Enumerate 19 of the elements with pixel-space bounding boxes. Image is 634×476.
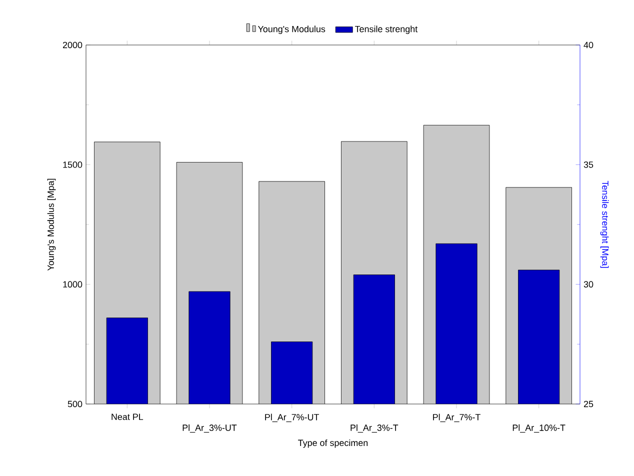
x-tick-label: Pl_Ar_7%-UT	[265, 414, 320, 422]
x-tick-label: Pl_Ar_7%-T	[433, 414, 480, 422]
legend-label: Tensile strenght	[355, 26, 418, 34]
y-tick-label: 500	[68, 400, 82, 408]
x-tick-label: Pl_Ar_3%-UT	[182, 424, 237, 433]
y2-tick-label: 25	[584, 400, 594, 408]
legend-label: Young's Modulus	[258, 26, 326, 34]
y2-tick-label: 40	[584, 42, 594, 48]
y-tick-label: 1000	[63, 281, 82, 288]
y-axis-title: Young's Modulus [Mpa]	[47, 178, 56, 271]
x-tick-label: Pl_Ar_10%-T	[512, 424, 566, 433]
y2-tick-label: 30	[584, 281, 594, 288]
y-tick-label: 1500	[63, 161, 82, 168]
x-axis-title: Type of specimen	[298, 439, 368, 448]
y2-axis-title: Tensile strenght [Mpa]	[600, 180, 609, 268]
y-tick-label: 2000	[62, 42, 82, 48]
y2-tick-label: 35	[584, 161, 594, 168]
x-tick-label: Pl_Ar_3%-T	[350, 424, 398, 433]
x-tick-label: Neat PL	[112, 414, 144, 420]
